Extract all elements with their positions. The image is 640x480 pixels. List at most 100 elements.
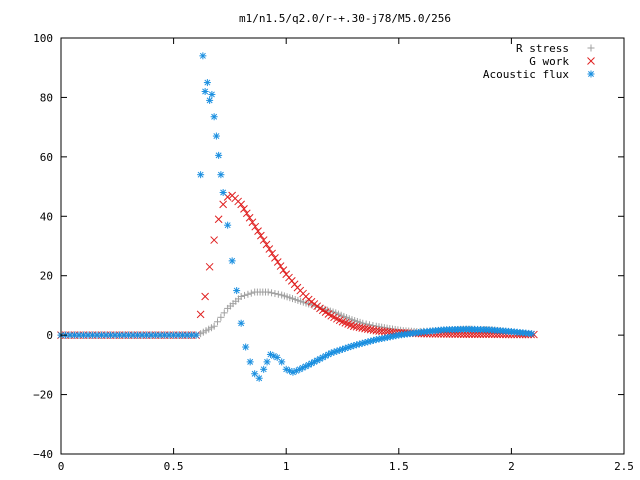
- data-point: [192, 331, 200, 339]
- y-tick-label: 60: [40, 151, 53, 164]
- data-point: [220, 309, 228, 317]
- data-point: [98, 331, 106, 339]
- data-point: [359, 319, 367, 327]
- data-point: [205, 262, 214, 271]
- data-point: [197, 171, 205, 179]
- data-point: [273, 258, 282, 266]
- data-point: [219, 200, 227, 209]
- data-point: [111, 331, 119, 339]
- axis-ticks: 0 0.5 1 1.5 2 2.5 −40 −20 0 20 40 60 80 100: [33, 32, 634, 473]
- y-tick-label: −20: [33, 389, 53, 402]
- data-point: [264, 288, 272, 296]
- data-point: [201, 87, 209, 95]
- data-point: [251, 222, 260, 231]
- data-point: [237, 319, 245, 327]
- data-point: [206, 96, 214, 104]
- data-point: [210, 236, 218, 244]
- chart-title: m1/n1.5/q2.0/r-+.30-j78/M5.0/256: [239, 12, 451, 25]
- data-point: [237, 200, 246, 209]
- legend-marker: [587, 70, 595, 78]
- data-point: [246, 358, 254, 366]
- x-tick-label: 1: [283, 460, 290, 473]
- y-tick-label: 80: [40, 91, 53, 104]
- data-point: [268, 289, 276, 297]
- data-point: [528, 330, 536, 338]
- series-acoustic-flux: [57, 52, 536, 382]
- data-point: [347, 321, 355, 329]
- data-point: [210, 322, 218, 330]
- data-point: [215, 151, 223, 159]
- data-point: [210, 113, 218, 121]
- data-point: [255, 374, 263, 382]
- data-point: [341, 319, 350, 327]
- data-point: [165, 331, 173, 339]
- data-point: [214, 215, 223, 224]
- data-point: [242, 343, 250, 351]
- data-point: [247, 289, 255, 297]
- data-point: [273, 353, 281, 361]
- data-point: [262, 240, 271, 249]
- data-point: [392, 332, 400, 340]
- data-point: [271, 290, 279, 298]
- legend-label: Acoustic flux: [483, 68, 569, 81]
- data-point: [203, 79, 211, 87]
- data-point: [251, 370, 259, 378]
- y-tick-label: 40: [40, 210, 53, 223]
- data-point: [278, 358, 286, 366]
- data-point: [179, 331, 187, 339]
- plot-marks: [57, 52, 538, 382]
- data-point: [208, 90, 216, 98]
- data-point: [344, 320, 352, 328]
- data-point: [214, 318, 222, 326]
- data-point: [268, 249, 276, 258]
- legend-label: G work: [529, 55, 569, 68]
- y-tick-label: 20: [40, 270, 53, 283]
- data-point: [217, 313, 225, 321]
- data-point: [241, 291, 249, 299]
- data-point: [271, 254, 279, 262]
- data-point: [219, 189, 227, 197]
- data-point: [257, 231, 265, 240]
- data-point: [279, 266, 288, 274]
- data-point: [233, 287, 241, 295]
- data-point: [237, 293, 245, 301]
- data-point: [259, 236, 268, 244]
- data-point: [196, 310, 205, 319]
- x-tick-label: 2.5: [614, 460, 634, 473]
- x-tick-label: 0.5: [164, 460, 184, 473]
- data-point: [228, 257, 236, 265]
- plot-frame: [60, 37, 625, 455]
- data-point: [240, 205, 248, 213]
- legend-marker: [587, 44, 595, 52]
- y-tick-label: −40: [33, 448, 53, 461]
- x-tick-label: 0: [58, 460, 65, 473]
- x-tick-label: 2: [508, 460, 515, 473]
- data-point: [174, 331, 182, 339]
- data-point: [224, 221, 232, 229]
- data-point: [274, 290, 282, 298]
- data-point: [302, 362, 310, 370]
- y-tick-label: 0: [46, 329, 53, 342]
- data-point: [201, 292, 209, 301]
- data-point: [265, 245, 274, 253]
- data-point: [248, 218, 257, 227]
- legend-label: R stress: [516, 42, 569, 55]
- legend-marker: [587, 57, 595, 65]
- data-point: [199, 52, 207, 60]
- data-point: [93, 331, 101, 339]
- data-point: [89, 331, 97, 339]
- data-point: [362, 320, 370, 328]
- y-tick-label: 100: [33, 32, 53, 45]
- data-point: [242, 209, 251, 218]
- data-point: [244, 290, 252, 298]
- data-point: [263, 358, 271, 366]
- data-point: [245, 213, 254, 222]
- data-point: [338, 317, 347, 326]
- data-point: [75, 331, 83, 339]
- data-point: [254, 227, 262, 235]
- data-point: [276, 262, 285, 270]
- data-point: [217, 171, 225, 179]
